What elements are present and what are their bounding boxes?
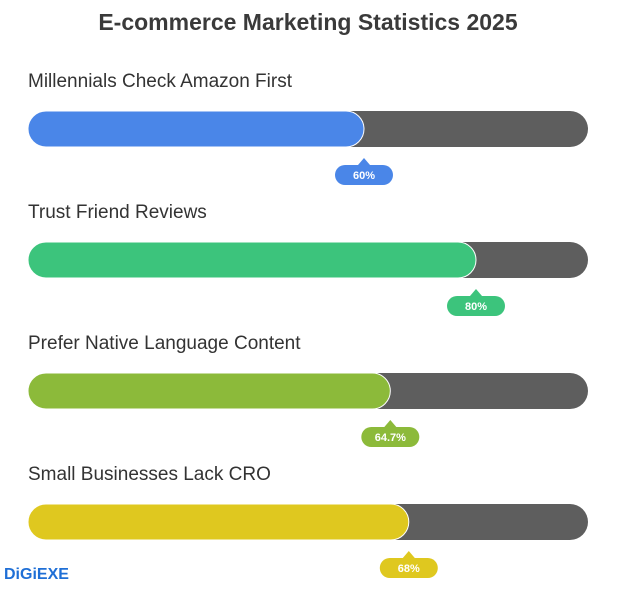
value-label: 60% [353, 170, 375, 182]
value-pill [384, 420, 397, 427]
value-label: 80% [465, 301, 487, 313]
value-pill [358, 158, 370, 165]
value-pill [447, 296, 505, 316]
value-pill [470, 289, 482, 296]
bar [27, 110, 365, 148]
bar-label: Trust Friend Reviews [28, 202, 207, 223]
bar-label: Small Businesses Lack CRO [28, 464, 271, 485]
value-pill [379, 558, 438, 578]
bar [27, 372, 391, 410]
brand: DiGiEXE [4, 566, 69, 583]
value-label: 68% [398, 563, 420, 575]
value-pill [402, 551, 415, 558]
value-pill [361, 427, 420, 447]
value-pill [335, 165, 393, 185]
bar-label: Millennials Check Amazon First [28, 71, 293, 92]
chart-title: E-commerce Marketing Statistics 2025 [98, 9, 518, 35]
bar [27, 241, 477, 279]
bar [27, 503, 410, 541]
bar-label: Prefer Native Language Content [28, 333, 301, 354]
value-label: 64.7% [375, 432, 406, 444]
